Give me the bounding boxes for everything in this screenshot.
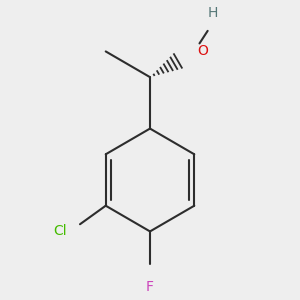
Text: Cl: Cl [53, 224, 67, 239]
Text: O: O [197, 44, 208, 58]
Text: F: F [146, 280, 154, 294]
Text: H: H [208, 6, 218, 20]
